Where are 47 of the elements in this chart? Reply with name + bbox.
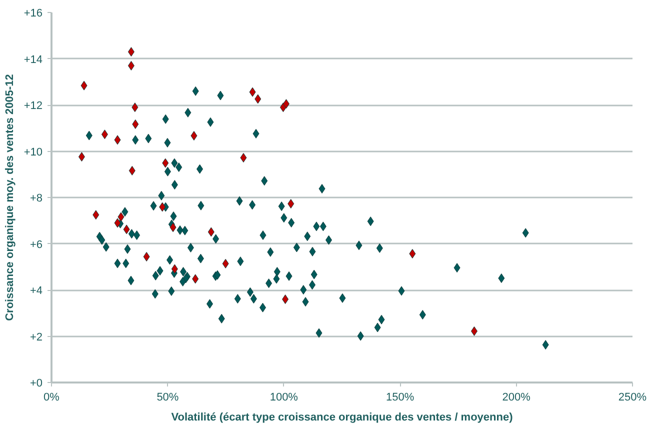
point — [78, 152, 85, 162]
x-tick-label: 100% — [270, 392, 298, 404]
y-axis-title: Croissance organique moy. des ventes 2005-12 — [4, 74, 16, 321]
point — [208, 227, 214, 237]
y-tick-label: +8 — [30, 192, 43, 204]
y-tick-label: +0 — [30, 378, 43, 390]
point — [92, 210, 100, 220]
point — [101, 130, 108, 140]
y-tick-label: +4 — [30, 285, 43, 297]
point — [192, 274, 199, 284]
y-tick-label: +12 — [24, 100, 43, 112]
point — [132, 102, 138, 112]
y-tick-label: +10 — [24, 146, 43, 158]
point — [114, 218, 121, 228]
point — [170, 222, 176, 232]
point — [282, 99, 290, 109]
point — [128, 60, 134, 70]
point — [128, 47, 134, 57]
point — [114, 135, 121, 145]
point — [282, 294, 289, 304]
point — [128, 166, 136, 176]
point — [143, 252, 150, 262]
point — [123, 224, 130, 234]
x-tick-label: 0% — [44, 392, 60, 404]
point — [171, 264, 178, 274]
x-tick-label: 200% — [502, 392, 531, 404]
y-tick-label: +14 — [24, 54, 43, 66]
point — [132, 119, 139, 129]
point — [254, 94, 262, 104]
point — [222, 258, 229, 268]
point — [288, 198, 294, 208]
x-tick-label: 150% — [386, 392, 414, 404]
point — [240, 152, 247, 162]
y-tick-label: +2 — [30, 331, 43, 344]
point — [162, 158, 169, 168]
point — [118, 212, 124, 222]
point — [190, 131, 198, 141]
point — [470, 326, 478, 336]
y-tick-label: +6 — [30, 238, 43, 251]
y-tick-label: +16 — [24, 8, 43, 20]
x-tick-label: 50% — [156, 392, 179, 404]
point — [159, 202, 166, 212]
point — [80, 80, 88, 90]
point — [249, 87, 256, 97]
x-tick-label: 250% — [618, 392, 647, 404]
point — [409, 248, 416, 258]
x-axis-title: Volatilité (écart type croissance organique des ventes / moyenne) — [171, 412, 514, 424]
